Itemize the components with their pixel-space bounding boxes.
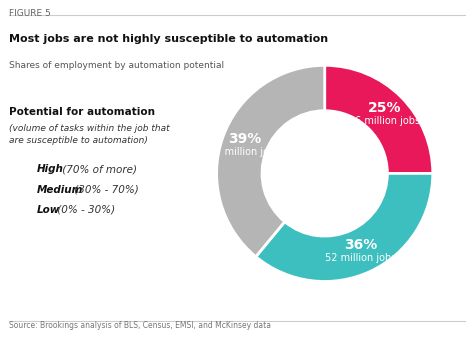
Text: 25%: 25% (368, 101, 402, 115)
Text: 57 million jobs: 57 million jobs (209, 147, 280, 157)
Text: FIGURE 5: FIGURE 5 (9, 8, 51, 17)
Text: Low: Low (36, 205, 60, 215)
Text: Medium: Medium (36, 185, 83, 194)
Text: 52 million jobs: 52 million jobs (325, 253, 397, 263)
Text: (70% of more): (70% of more) (59, 164, 137, 174)
Text: 39%: 39% (228, 132, 261, 146)
Text: Potential for automation: Potential for automation (9, 107, 155, 117)
Text: (volume of tasks within the job that
are susceptible to automation): (volume of tasks within the job that are… (9, 124, 170, 145)
Wedge shape (325, 65, 433, 173)
Text: 36 million jobs: 36 million jobs (349, 116, 420, 125)
Text: Most jobs are not highly susceptible to automation: Most jobs are not highly susceptible to … (9, 34, 328, 44)
Text: Shares of employment by automation potential: Shares of employment by automation poten… (9, 61, 225, 70)
Text: (0% - 30%): (0% - 30%) (54, 205, 115, 215)
Text: (30% - 70%): (30% - 70%) (71, 185, 138, 194)
Wedge shape (256, 173, 433, 282)
Text: Source: Brookings analysis of BLS, Census, EMSI, and McKinsey data: Source: Brookings analysis of BLS, Censu… (9, 321, 272, 330)
Text: 36%: 36% (345, 238, 378, 252)
Text: High: High (36, 164, 64, 174)
Wedge shape (217, 65, 325, 257)
